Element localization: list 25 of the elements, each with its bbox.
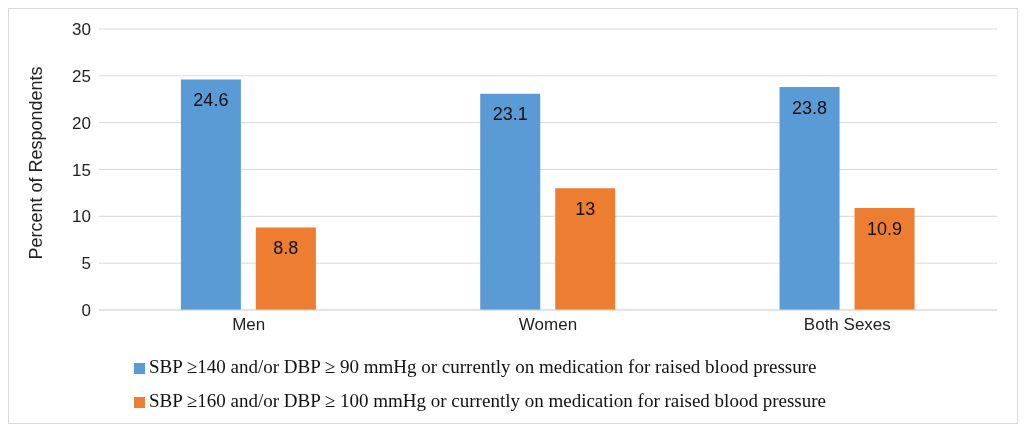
y-tick-label: 15 — [72, 160, 91, 180]
bar — [854, 207, 915, 310]
data-label: 24.6 — [193, 90, 229, 111]
y-tick-label: 5 — [81, 254, 91, 274]
data-label: 23.1 — [492, 104, 528, 125]
y-tick-label: 10 — [72, 207, 91, 227]
bar — [779, 87, 840, 310]
bar — [555, 188, 616, 310]
data-label: 23.8 — [792, 97, 828, 118]
bar — [180, 79, 241, 310]
x-tick-label: Both Sexes — [803, 315, 891, 335]
y-tick-label: 0 — [81, 301, 91, 321]
data-label: 13 — [575, 199, 596, 220]
y-tick-label: 20 — [72, 113, 91, 133]
x-tick-label: Men — [232, 315, 266, 335]
data-label: 8.8 — [273, 238, 299, 259]
data-label: 10.9 — [867, 218, 903, 239]
y-tick-label: 25 — [72, 66, 91, 86]
legend-label: SBP ≥160 and/or DBP ≥ 100 mmHg or currently on medication for raised blood pressure — [149, 390, 826, 411]
bar — [480, 93, 541, 310]
x-tick-label: Women — [518, 315, 578, 335]
legend-label: SBP ≥140 and/or DBP ≥ 90 mmHg or currently on medication for raised blood pressure — [149, 356, 817, 377]
y-axis-title: Percent of Respondents — [26, 66, 47, 260]
y-tick-label: 30 — [72, 20, 91, 40]
bar — [255, 227, 316, 310]
